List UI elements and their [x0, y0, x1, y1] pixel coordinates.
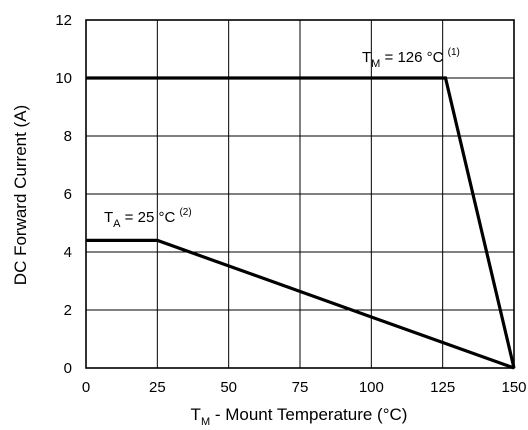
- x-tick-label-0: 0: [82, 379, 90, 396]
- x-axis-label-main: T: [191, 405, 201, 424]
- plot-frame: [85, 19, 515, 369]
- x-tick-labels: 0 25 50 75 100 125 150: [82, 379, 527, 396]
- annotation-ta-25: TA = 25 °C (2): [104, 207, 192, 230]
- y-tick-label-8: 8: [64, 128, 72, 145]
- x-tick-label-150: 150: [501, 379, 526, 396]
- x-axis-label-subscript: M: [201, 416, 210, 428]
- x-tick-label-50: 50: [220, 379, 237, 396]
- series-line-1: [86, 76, 516, 369]
- annotation-tm-note: (1): [448, 47, 460, 58]
- x-tick-label-25: 25: [149, 379, 166, 396]
- x-axis-label: TM - Mount Temperature (°C): [191, 405, 408, 428]
- y-tick-label-6: 6: [64, 186, 72, 203]
- grid-lines: [86, 20, 514, 368]
- y-tick-label-4: 4: [64, 244, 72, 261]
- annotation-tm-main: T: [362, 49, 371, 66]
- annotation-ta-note: (2): [179, 207, 191, 218]
- annotation-ta-text: = 25 °C: [121, 209, 180, 226]
- x-axis-label-text: - Mount Temperature (°C): [210, 405, 407, 424]
- annotation-ta-main: T: [104, 209, 113, 226]
- series-line-2: [86, 238, 515, 370]
- annotation-tm-subscript: M: [371, 58, 380, 70]
- y-tick-label-10: 10: [55, 70, 72, 87]
- x-tick-label-100: 100: [359, 379, 384, 396]
- y-axis-label: DC Forward Current (A): [11, 105, 30, 285]
- annotation-ta-subscript: A: [113, 218, 121, 230]
- annotation-tm-126: TM = 126 °C (1): [362, 47, 460, 70]
- y-tick-label-0: 0: [64, 360, 72, 377]
- y-tick-labels: 0 2 4 6 8 10 12: [55, 12, 72, 377]
- x-tick-label-75: 75: [292, 379, 309, 396]
- x-tick-label-125: 125: [430, 379, 455, 396]
- annotation-tm-text: = 126 °C: [380, 49, 447, 66]
- series-group: [86, 76, 516, 370]
- y-tick-label-12: 12: [55, 12, 72, 29]
- y-tick-label-2: 2: [64, 302, 72, 319]
